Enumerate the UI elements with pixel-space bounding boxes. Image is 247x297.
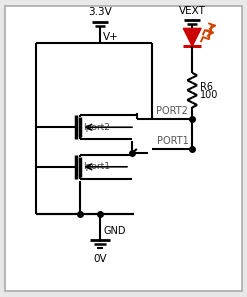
Text: PORT2: PORT2: [156, 106, 188, 116]
Text: 100: 100: [200, 90, 219, 100]
Text: 3.3V: 3.3V: [88, 7, 112, 18]
Text: Iport2: Iport2: [83, 123, 110, 132]
Polygon shape: [183, 29, 201, 46]
Text: 0V: 0V: [93, 254, 107, 264]
Text: GND: GND: [103, 226, 126, 236]
Text: VEXT: VEXT: [179, 6, 206, 15]
Text: Iport1: Iport1: [83, 162, 110, 171]
Text: V+: V+: [103, 32, 119, 42]
Text: PORT1: PORT1: [157, 136, 188, 146]
Text: R6: R6: [200, 82, 213, 92]
